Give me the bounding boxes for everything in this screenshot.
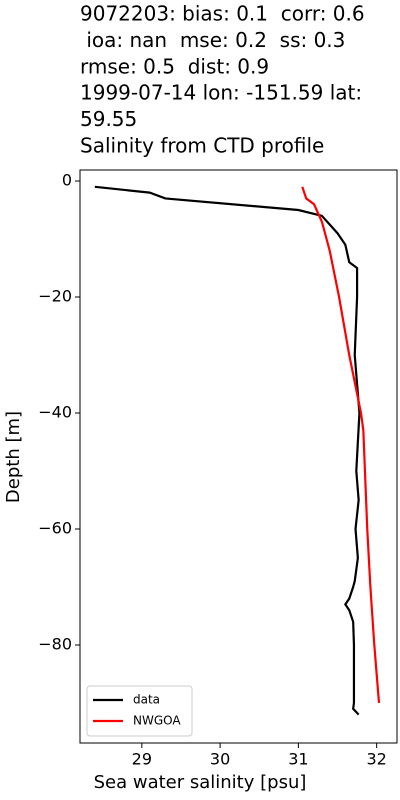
y-tick-label: 0	[62, 171, 72, 190]
x-tick-label: 32	[366, 750, 386, 769]
x-tick-label: 31	[288, 750, 308, 769]
plot-frame	[79, 169, 398, 744]
legend-box	[86, 685, 193, 737]
title-line: 1999-07-14 lon: -151.59 lat:	[80, 81, 362, 105]
series-line	[94, 185, 361, 716]
title-line: ioa: nan mse: 0.2 ss: 0.3	[80, 28, 345, 52]
y-tick-label: −60	[38, 518, 72, 537]
x-tick-label: 30	[210, 750, 230, 769]
series-line	[301, 186, 381, 704]
title-line: Salinity from CTD profile	[80, 134, 324, 158]
x-axis-label: Sea water salinity [psu]	[94, 772, 307, 793]
legend-label: NWGOA	[133, 714, 181, 728]
y-tick-label: −40	[38, 403, 72, 422]
y-tick-label: −80	[38, 634, 72, 653]
y-tick-label: −20	[38, 287, 72, 306]
title-line: 59.55	[80, 107, 137, 131]
x-tick-label: 29	[132, 750, 152, 769]
title-line: 9072203: bias: 0.1 corr: 0.6	[80, 2, 365, 26]
title-line: rmse: 0.5 dist: 0.9	[80, 54, 269, 78]
y-axis-label: Depth [m]	[3, 411, 24, 503]
legend-label: data	[133, 693, 160, 707]
